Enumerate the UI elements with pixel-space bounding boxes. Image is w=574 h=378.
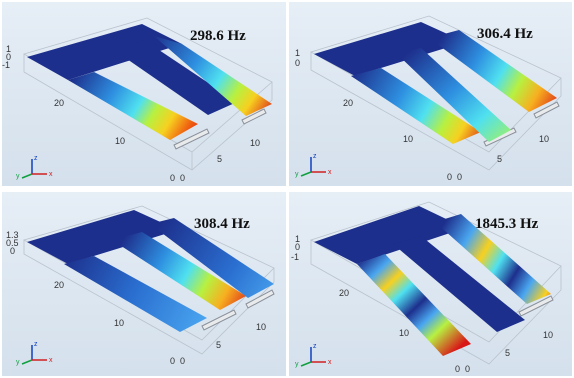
z-tick: 0 [10, 246, 15, 256]
y-tick: 10 [115, 136, 125, 146]
y-tick: 20 [343, 98, 353, 108]
x-tick: 0 [180, 173, 185, 183]
z-tick: 1 [295, 234, 300, 244]
z-tick: -1 [291, 252, 299, 262]
frequency-label: 1845.3 Hz [475, 216, 539, 232]
mode-plot-3: 1.3 0.5 0 20 10 0 0 5 10 z y x [2, 192, 286, 376]
y-tick: 20 [54, 280, 64, 290]
axis-triad: z y x [16, 341, 53, 366]
x-tick: 10 [250, 138, 260, 148]
triad-z: z [34, 341, 38, 348]
y-tick: 10 [399, 328, 409, 338]
x-tick: 0 [180, 356, 185, 366]
axis-triad: z y x [295, 343, 332, 368]
mode-panel-2: 1 0 20 10 0 0 5 10 z y x 306.4 Hz [289, 2, 572, 186]
x-tick: 5 [497, 154, 502, 164]
triad-x: x [328, 359, 332, 366]
x-tick: 10 [543, 330, 553, 340]
triad-y: y [295, 171, 299, 178]
axis-triad: z y x [16, 155, 53, 180]
blue-frame [27, 24, 182, 80]
frequency-label: 308.4 Hz [194, 216, 250, 232]
triad-z: z [313, 153, 317, 160]
frequency-label: 298.6 Hz [190, 28, 246, 44]
z-tick: 0 [295, 58, 300, 68]
mode-panel-1: 1 0 -1 20 10 0 0 5 10 z y x 298.6 Hz [2, 2, 286, 186]
y-tick: 10 [403, 134, 413, 144]
z-tick: 0 [6, 52, 11, 62]
z-tick: -1 [2, 60, 10, 70]
right-beam [154, 36, 272, 116]
triad-z: z [34, 155, 38, 162]
z-tick: 1.3 [6, 230, 19, 240]
mode-plot-2: 1 0 20 10 0 0 5 10 z y x [289, 2, 572, 186]
y-tick: 0 [455, 364, 460, 374]
x-tick: 10 [539, 134, 549, 144]
x-tick: 0 [465, 364, 470, 374]
x-tick: 10 [256, 322, 266, 332]
triad-z: z [313, 343, 317, 350]
mode-plot-1: 1 0 -1 20 10 0 0 5 10 z y x [2, 2, 286, 186]
triad-y: y [295, 361, 299, 368]
x-tick: 5 [216, 340, 221, 350]
y-tick: 0 [170, 356, 175, 366]
left-beam [68, 72, 198, 140]
y-tick: 0 [170, 173, 175, 183]
axis-triad: z y x [295, 153, 332, 178]
mode-plot-4: 1 0 -1 20 10 0 0 5 10 z y x [289, 192, 572, 376]
middle-beam [114, 40, 237, 115]
x-tick: 0 [457, 172, 462, 182]
triad-x: x [49, 171, 53, 178]
z-tick: 1 [6, 44, 11, 54]
z-tick: 0 [295, 242, 300, 252]
triad-y: y [16, 173, 20, 180]
z-tick: 1 [295, 48, 300, 58]
y-tick: 10 [114, 318, 124, 328]
y-tick: 0 [447, 172, 452, 182]
y-tick: 20 [54, 98, 64, 108]
triad-x: x [49, 357, 53, 364]
triad-x: x [328, 169, 332, 176]
frequency-label: 306.4 Hz [477, 26, 533, 42]
mode-panel-4: 1 0 -1 20 10 0 0 5 10 z y x 1845.3 Hz [289, 192, 572, 376]
x-tick: 5 [505, 348, 510, 358]
mode-panel-3: 1.3 0.5 0 20 10 0 0 5 10 z y x 308.4 Hz [2, 192, 286, 376]
z-tick: 0.5 [6, 238, 19, 248]
triad-y: y [16, 359, 20, 366]
x-tick: 5 [217, 154, 222, 164]
y-tick: 20 [339, 288, 349, 298]
